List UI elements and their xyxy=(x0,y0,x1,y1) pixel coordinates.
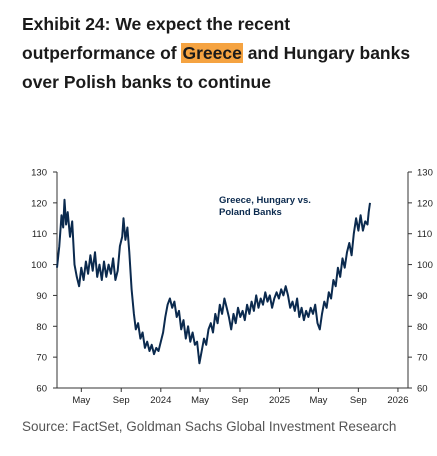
series-annotation: Greece, Hungary vs. Poland Banks xyxy=(219,195,311,218)
x-tick-label: May xyxy=(309,395,327,406)
series-line-greece-hungary-vs-poland xyxy=(56,198,371,365)
y-tick-label-left: 80 xyxy=(36,322,47,333)
y-tick-label-right: 90 xyxy=(417,291,428,302)
x-tick-label: Sep xyxy=(113,395,130,406)
x-tick-labels: May Sep 2024 May Sep 2025 May Sep 2026 xyxy=(72,395,408,406)
source-note: Source: FactSet, Goldman Sachs Global In… xyxy=(22,419,397,434)
y-tick-label-left: 120 xyxy=(31,198,47,209)
y-tick-label-right: 80 xyxy=(417,322,428,333)
y-tick-label-left: 90 xyxy=(36,291,47,302)
x-tick-label: 2024 xyxy=(150,395,171,406)
x-tick-label: 2025 xyxy=(269,395,290,406)
chart-container: 60 60 70 70 80 80 90 90 100 100 110 110 120 120 130 130… xyxy=(0,150,437,420)
y-tick-label-right: 70 xyxy=(417,353,428,364)
y-tick-label-right: 100 xyxy=(417,260,433,271)
y-tick-label-left: 60 xyxy=(36,384,47,395)
title-highlight: Greece xyxy=(181,43,243,63)
annotation-line: Poland Banks xyxy=(219,207,282,218)
title-prefix: Exhibit 24: We expect the recent outperf… xyxy=(22,14,291,63)
y-tick-label-right: 60 xyxy=(417,384,428,395)
y-tick-label-right: 130 xyxy=(417,168,433,179)
y-tick-label-left: 100 xyxy=(31,260,47,271)
y-tick-label-left: 70 xyxy=(36,353,47,364)
x-tick-label: May xyxy=(191,395,209,406)
y-tick-label-right: 110 xyxy=(417,229,432,240)
chart-axes: 60 60 70 70 80 80 90 90 100 100 110 110 120 120 130 130 xyxy=(31,168,433,395)
y-tick-label-left: 110 xyxy=(32,229,47,240)
y-tick-label-left: 130 xyxy=(31,168,47,179)
exhibit-title: Exhibit 24: We expect the recent outperf… xyxy=(22,10,427,97)
x-tick-label: May xyxy=(72,395,90,406)
annotation-line: Greece, Hungary vs. xyxy=(219,195,311,206)
line-chart: 60 60 70 70 80 80 90 90 100 100 110 110 120 120 130 130… xyxy=(31,168,433,407)
x-tick-label: Sep xyxy=(350,395,367,406)
x-tick-label: 2026 xyxy=(387,395,408,406)
x-tick-label: Sep xyxy=(232,395,249,406)
y-tick-label-right: 120 xyxy=(417,198,433,209)
title-suffix: and Hungary banks over Polish banks to c… xyxy=(22,43,411,92)
